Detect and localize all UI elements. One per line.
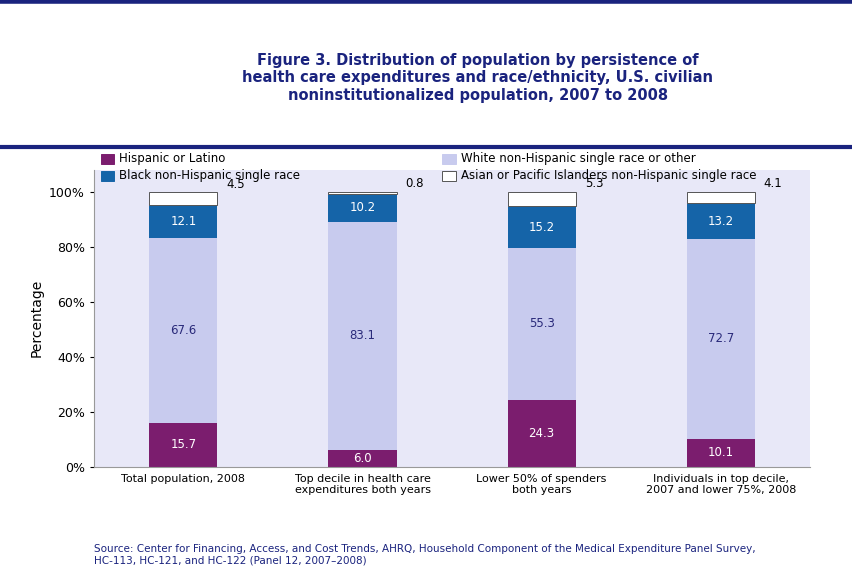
- Text: 10.2: 10.2: [349, 202, 375, 214]
- Bar: [686, 239, 754, 439]
- Text: 5.3: 5.3: [584, 177, 602, 190]
- Text: White non-Hispanic single race or other: White non-Hispanic single race or other: [460, 152, 694, 165]
- Text: 67.6: 67.6: [170, 324, 196, 337]
- Bar: [507, 248, 575, 400]
- Bar: [149, 238, 217, 423]
- Bar: [507, 192, 575, 206]
- Bar: [328, 192, 396, 194]
- Text: 15.7: 15.7: [170, 438, 196, 452]
- Y-axis label: Percentage: Percentage: [29, 279, 43, 357]
- Text: 0.8: 0.8: [405, 177, 423, 190]
- Text: 6.0: 6.0: [353, 452, 371, 465]
- Bar: [328, 222, 396, 450]
- Text: 55.3: 55.3: [528, 317, 554, 331]
- Bar: [686, 203, 754, 239]
- Text: Black non-Hispanic single race: Black non-Hispanic single race: [119, 169, 300, 182]
- Text: 15.2: 15.2: [528, 221, 554, 233]
- Text: 24.3: 24.3: [528, 427, 554, 439]
- Bar: [507, 206, 575, 248]
- Text: 83.1: 83.1: [349, 329, 375, 343]
- Text: Asian or Pacific Islanders non-Hispanic single race: Asian or Pacific Islanders non-Hispanic …: [460, 169, 755, 182]
- Bar: [686, 439, 754, 467]
- Text: 72.7: 72.7: [707, 332, 733, 346]
- Bar: [686, 192, 754, 203]
- Bar: [328, 450, 396, 467]
- Text: 10.1: 10.1: [707, 446, 733, 459]
- Bar: [149, 204, 217, 238]
- Text: 4.1: 4.1: [763, 177, 781, 190]
- Bar: [149, 423, 217, 467]
- Text: Source: Center for Financing, Access, and Cost Trends, AHRQ, Household Component: Source: Center for Financing, Access, an…: [94, 544, 755, 566]
- Bar: [149, 192, 217, 204]
- Text: 13.2: 13.2: [707, 214, 733, 228]
- Text: Figure 3. Distribution of population by persistence of
health care expenditures : Figure 3. Distribution of population by …: [242, 53, 712, 103]
- Text: 12.1: 12.1: [170, 215, 196, 228]
- Bar: [507, 400, 575, 467]
- Text: Hispanic or Latino: Hispanic or Latino: [119, 152, 226, 165]
- Bar: [328, 194, 396, 222]
- Text: 4.5: 4.5: [226, 178, 245, 191]
